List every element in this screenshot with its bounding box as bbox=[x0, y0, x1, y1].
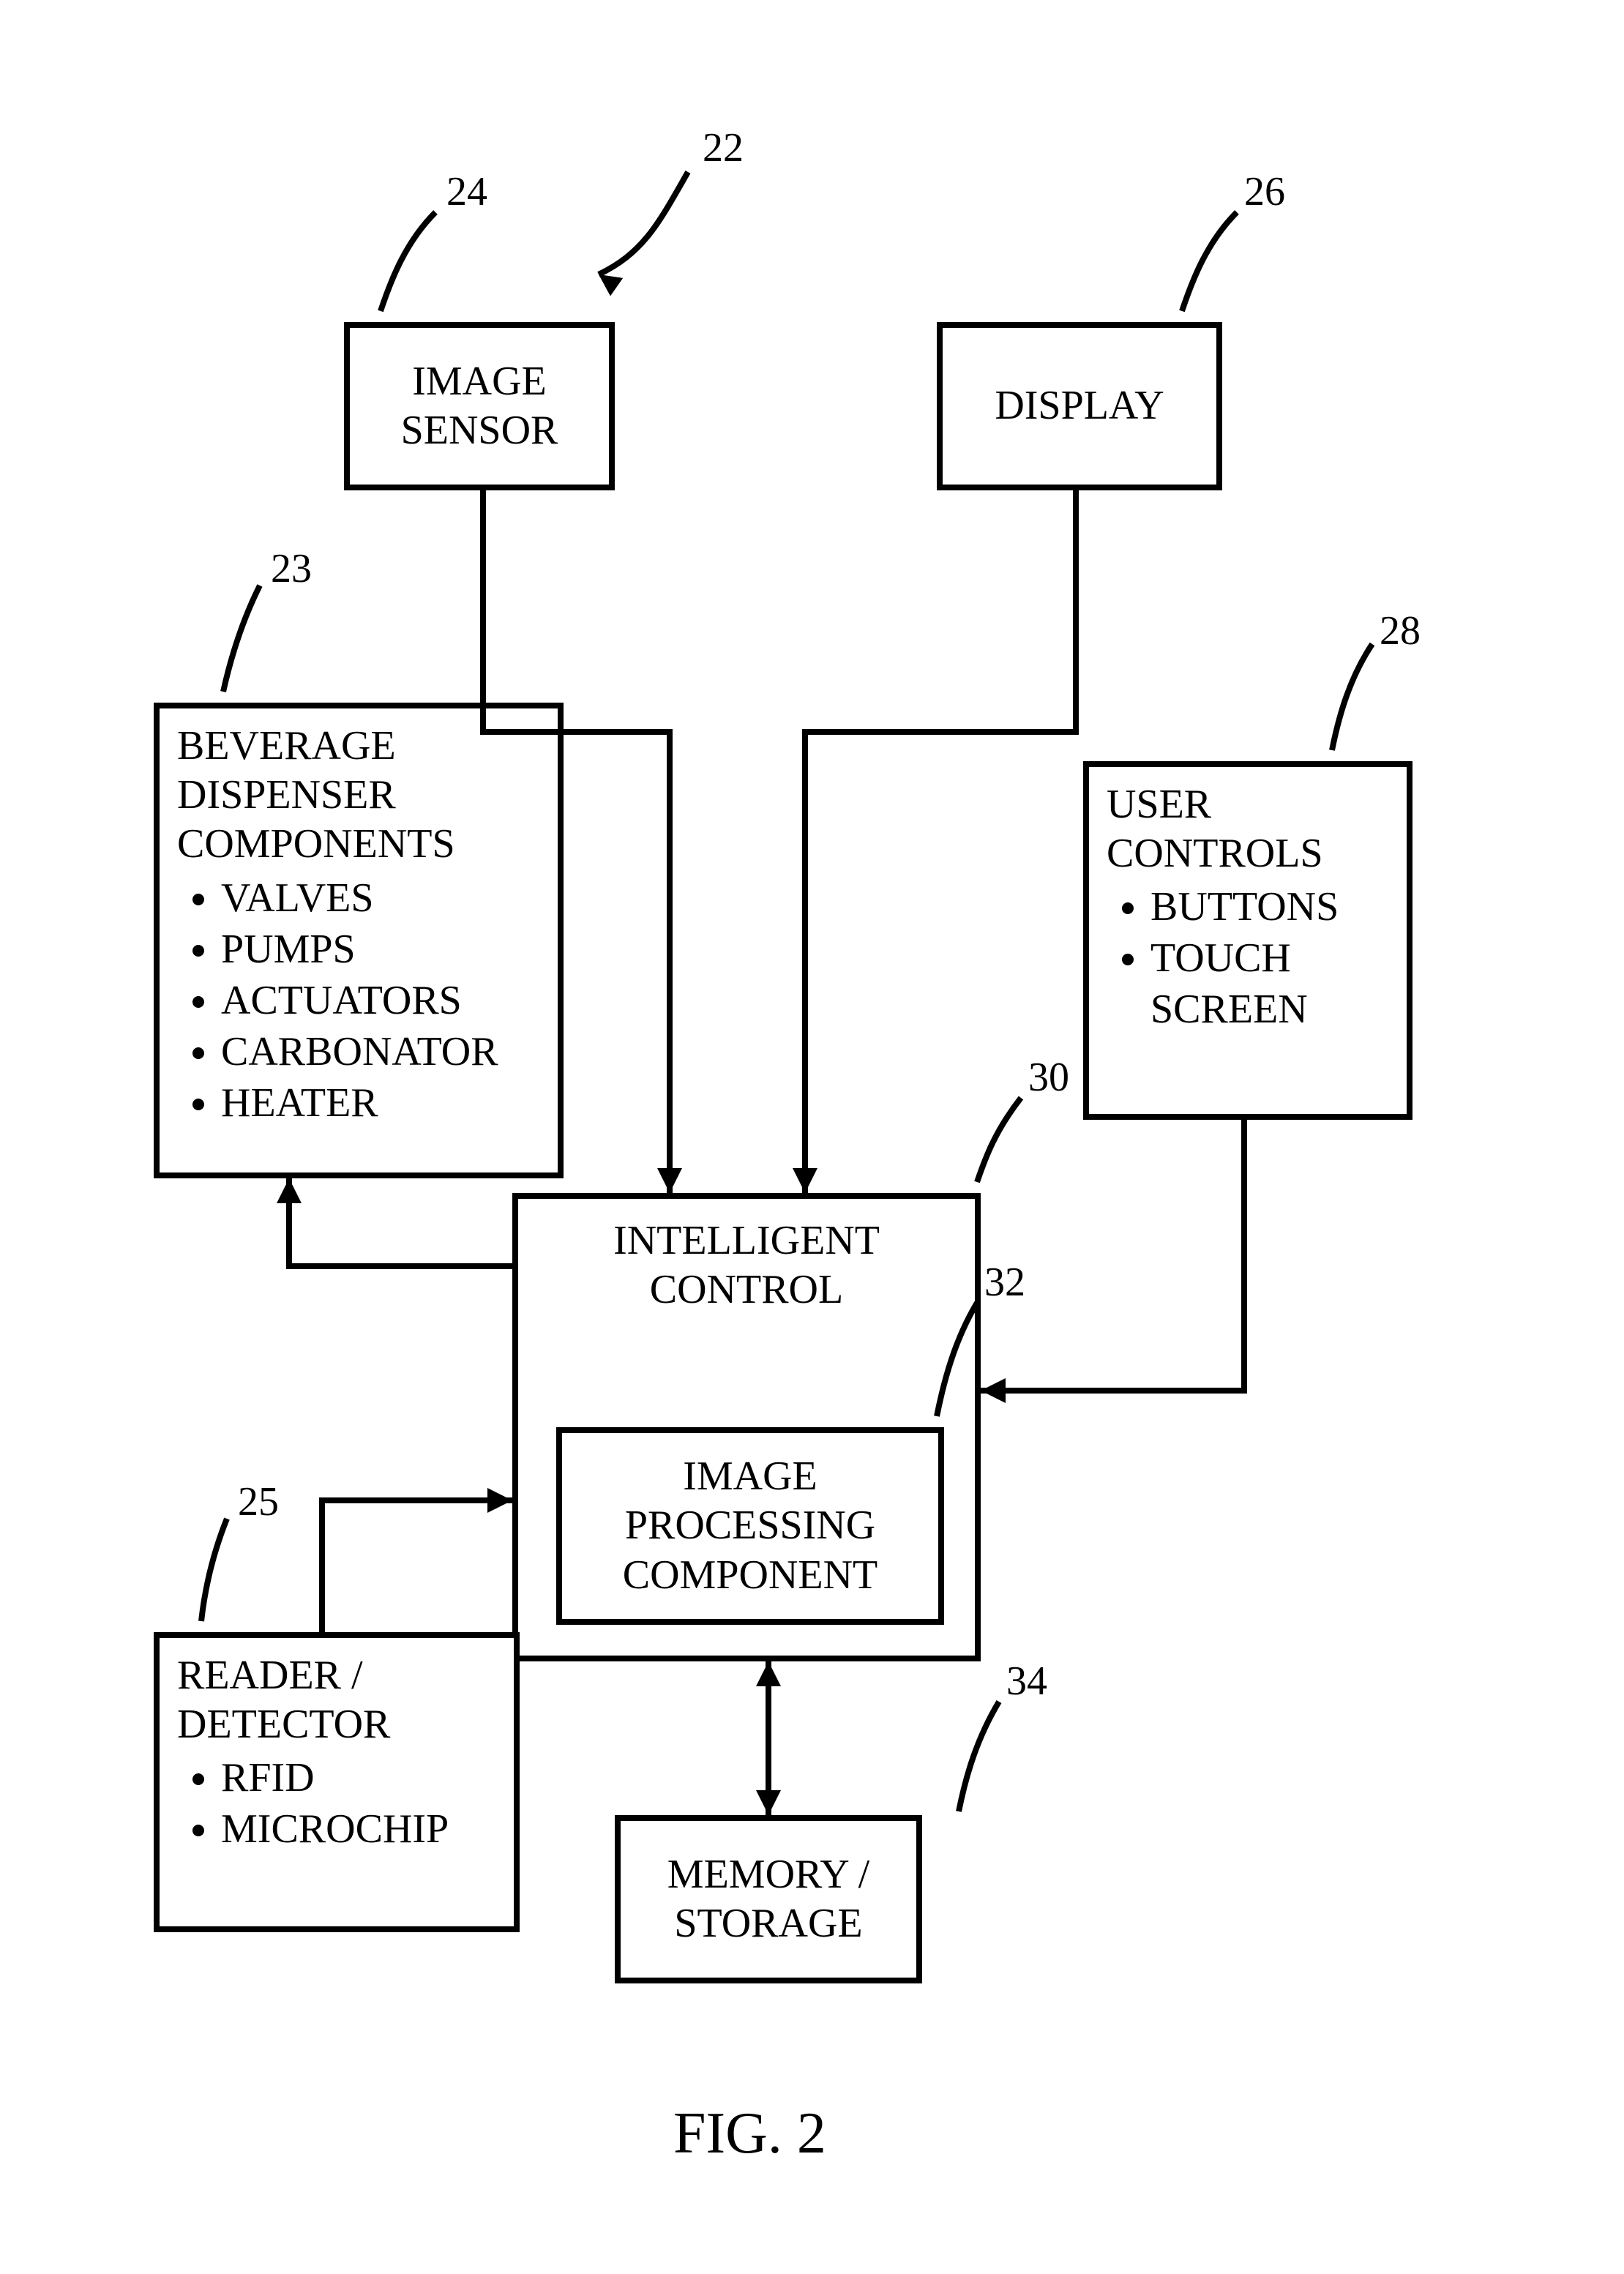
text: SCREEN bbox=[1150, 987, 1308, 1032]
text: PROCESSING bbox=[625, 1503, 875, 1548]
node-user-controls: USER CONTROLS BUTTONS TOUCH SCREEN bbox=[1083, 761, 1412, 1120]
list-item: PUMPS bbox=[221, 924, 540, 975]
diagram-canvas: IMAGE SENSOR DISPLAY BEVERAGE DISPENSER … bbox=[0, 0, 1624, 2274]
text: IMAGE bbox=[412, 359, 547, 404]
text: READER / bbox=[177, 1653, 363, 1698]
node-dispenser: BEVERAGE DISPENSER COMPONENTS VALVES PUM… bbox=[154, 703, 564, 1178]
figure-label: FIG. 2 bbox=[673, 2101, 826, 2167]
list-item: HEATER bbox=[221, 1077, 540, 1129]
ref-label-26: 26 bbox=[1244, 168, 1285, 215]
node-reader: READER / DETECTOR RFID MICROCHIP bbox=[154, 1632, 520, 1932]
text: MEMORY / bbox=[667, 1852, 869, 1897]
node-intelligent-control-title: INTELLIGENT CONTROL bbox=[536, 1216, 957, 1314]
text: COMPONENT bbox=[623, 1552, 878, 1598]
node-reader-title: READER / DETECTOR bbox=[177, 1651, 496, 1749]
text: BEVERAGE bbox=[177, 723, 396, 768]
node-image-processing: IMAGE PROCESSING COMPONENT bbox=[556, 1427, 944, 1625]
text: USER bbox=[1107, 782, 1211, 827]
ref-label-25: 25 bbox=[238, 1478, 279, 1525]
ref-label-30: 30 bbox=[1028, 1054, 1069, 1101]
node-user-controls-list: BUTTONS TOUCH SCREEN bbox=[1107, 881, 1389, 1035]
text: IMAGE bbox=[683, 1454, 817, 1499]
text: COMPONENTS bbox=[177, 821, 455, 867]
list-item: RFID bbox=[221, 1752, 496, 1803]
list-item: MICROCHIP bbox=[221, 1803, 496, 1855]
node-reader-list: RFID MICROCHIP bbox=[177, 1752, 496, 1855]
node-image-processing-title: IMAGE PROCESSING COMPONENT bbox=[575, 1452, 925, 1600]
text: TOUCH bbox=[1150, 935, 1291, 981]
text: DISPENSER bbox=[177, 772, 396, 818]
node-dispenser-title: BEVERAGE DISPENSER COMPONENTS bbox=[177, 722, 540, 869]
ref-label-23: 23 bbox=[271, 545, 312, 592]
ref-label-32: 32 bbox=[984, 1259, 1025, 1306]
text: STORAGE bbox=[674, 1901, 862, 1946]
node-dispenser-list: VALVES PUMPS ACTUATORS CARBONATOR HEATER bbox=[177, 872, 540, 1129]
ref-label-28: 28 bbox=[1380, 607, 1421, 654]
node-display: DISPLAY bbox=[937, 322, 1222, 490]
text: INTELLIGENT bbox=[613, 1218, 880, 1263]
node-memory: MEMORY / STORAGE bbox=[615, 1815, 922, 1983]
ref-label-24: 24 bbox=[446, 168, 487, 215]
list-item: BUTTONS bbox=[1150, 881, 1389, 932]
list-item: VALVES bbox=[221, 872, 540, 924]
ref-label-22: 22 bbox=[703, 124, 744, 171]
text: CONTROLS bbox=[1107, 831, 1323, 876]
node-image-sensor: IMAGE SENSOR bbox=[344, 322, 615, 490]
node-display-label: DISPLAY bbox=[960, 381, 1199, 430]
list-item: TOUCH SCREEN bbox=[1150, 932, 1389, 1035]
list-item: ACTUATORS bbox=[221, 975, 540, 1026]
text: DETECTOR bbox=[177, 1702, 390, 1747]
text: SENSOR bbox=[401, 408, 558, 453]
node-memory-title: MEMORY / STORAGE bbox=[638, 1850, 899, 1948]
list-item: CARBONATOR bbox=[221, 1026, 540, 1077]
ref-label-34: 34 bbox=[1006, 1658, 1047, 1705]
node-image-sensor-label: IMAGE SENSOR bbox=[367, 357, 591, 455]
text: CONTROL bbox=[650, 1267, 843, 1312]
node-user-controls-title: USER CONTROLS bbox=[1107, 780, 1389, 878]
